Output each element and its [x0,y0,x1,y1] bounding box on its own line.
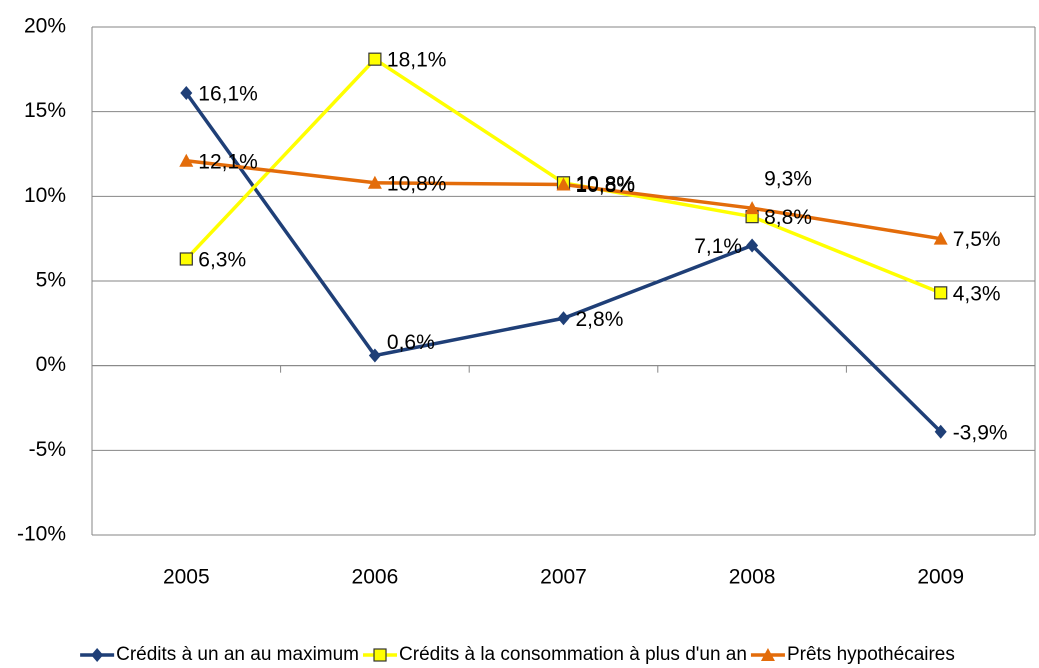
data-label: 2,8% [576,308,624,331]
y-tick-label: 15% [24,99,66,122]
data-label: 18,1% [387,49,447,72]
legend-label: Prêts hypothécaires [787,644,955,665]
marker [91,648,104,662]
data-label: -3,9% [953,421,1008,444]
y-tick-label: -10% [17,523,66,546]
legend-label: Crédits à la consommation à plus d'un an [399,644,747,665]
legend: Crédits à un an au maximum Crédits à la c… [80,644,955,665]
marker [746,238,759,253]
y-tick-label: 0% [36,353,66,376]
x-tick-label: 2006 [352,566,399,589]
marker [556,177,571,191]
data-label: 8,8% [764,206,812,229]
data-label: 10,8% [387,172,447,195]
series-line [186,159,941,241]
marker [373,648,387,662]
x-tick-label: 2005 [163,566,210,589]
y-tick-label: 10% [24,184,66,207]
y-tick-label: -5% [29,438,66,461]
marker [934,286,948,300]
marker [760,648,775,661]
marker [368,52,382,66]
marker [179,252,193,266]
x-tick-label: 2008 [729,566,776,589]
x-tick-label: 2009 [917,566,964,589]
data-label: 6,3% [198,249,246,272]
series-line [185,56,942,295]
marker [367,175,382,189]
marker [180,86,193,101]
data-label: 7,5% [953,228,1001,251]
data-label: 0,6% [387,331,435,354]
data-label: 16,1% [198,83,258,106]
y-tick-label: 20% [24,15,66,38]
data-label: 4,3% [953,282,1001,305]
data-label: 12,1% [198,150,258,173]
data-label: 10,8% [576,172,636,195]
marker [745,201,760,215]
legend-label: Crédits à un an au maximum [116,644,359,665]
marker [557,311,570,326]
data-label: 9,3% [764,168,812,191]
data-label: 10,8% [576,174,636,197]
series-line [184,92,942,433]
marker [368,348,381,363]
marker [179,153,194,167]
marker [933,231,948,245]
data-label: 7,1% [694,235,742,258]
x-tick-label: 2007 [540,566,587,589]
marker [934,424,947,439]
y-tick-label: 5% [36,269,66,292]
